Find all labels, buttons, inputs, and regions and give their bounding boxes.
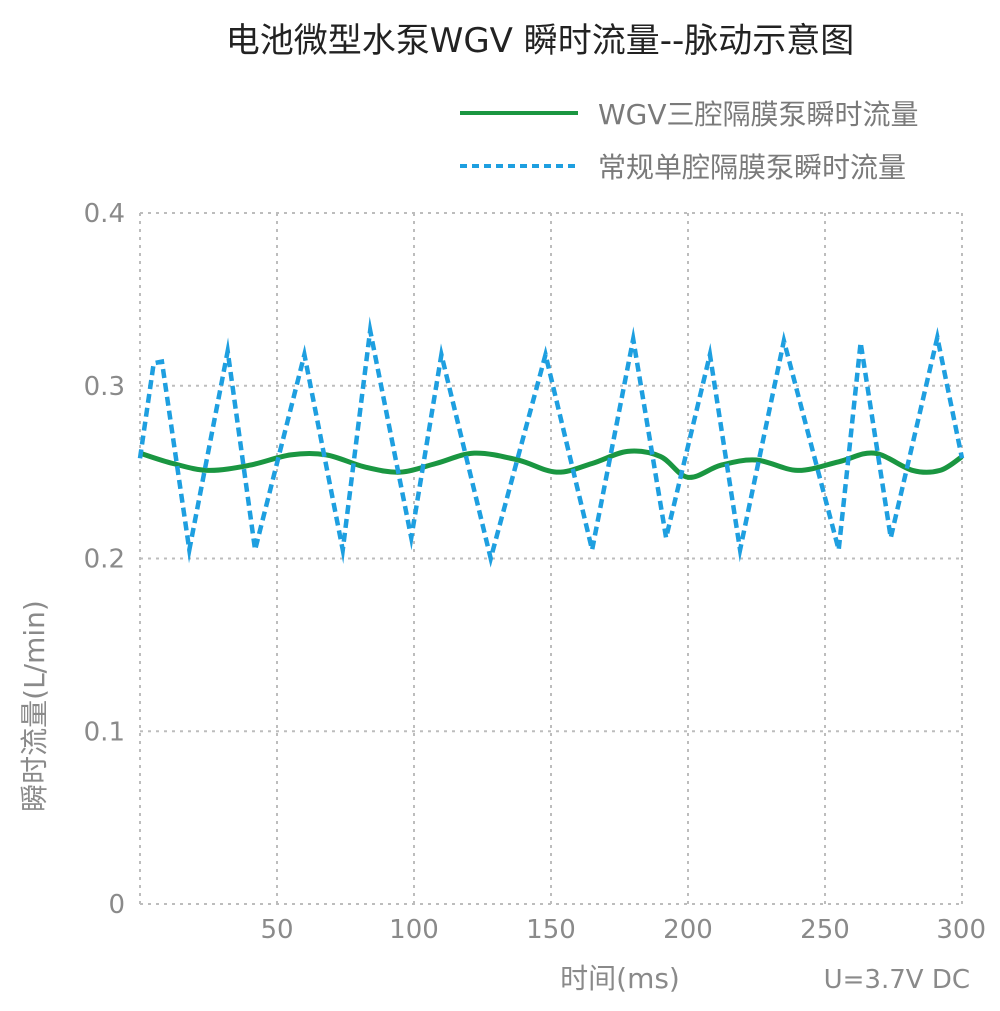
x-tick-label: 300 [936,915,986,945]
y-tick-label: 0 [108,890,125,920]
x-tick-label: 50 [260,915,293,945]
y-axis-ticks: 0 0.1 0.2 0.3 0.4 [84,199,125,920]
x-tick-label: 250 [800,915,850,945]
x-axis-ticks: 50 100 150 200 250 300 [260,915,986,945]
chart-title: 电池微型水泵WGV 瞬时流量--脉动示意图 [226,21,855,61]
voltage-note: U=3.7V DC [824,965,970,995]
x-tick-label: 100 [389,915,439,945]
y-tick-label: 0.1 [84,717,125,747]
legend: WGV三腔隔膜泵瞬时流量 常规单腔隔膜泵瞬时流量 [460,98,919,184]
y-tick-label: 0.3 [84,372,125,402]
x-axis-label: 时间(ms) [560,962,680,995]
x-tick-label: 150 [526,915,576,945]
legend-label-conventional: 常规单腔隔膜泵瞬时流量 [598,151,906,184]
legend-label-wgv: WGV三腔隔膜泵瞬时流量 [598,98,919,131]
series-layer [137,316,965,568]
y-tick-label: 0.2 [84,545,125,575]
y-tick-label: 0.4 [84,199,125,229]
y-axis-label: 瞬时流量(L/min) [18,600,51,812]
x-tick-label: 200 [663,915,713,945]
series-line-conventional [137,316,965,568]
plot-grid [139,212,963,905]
